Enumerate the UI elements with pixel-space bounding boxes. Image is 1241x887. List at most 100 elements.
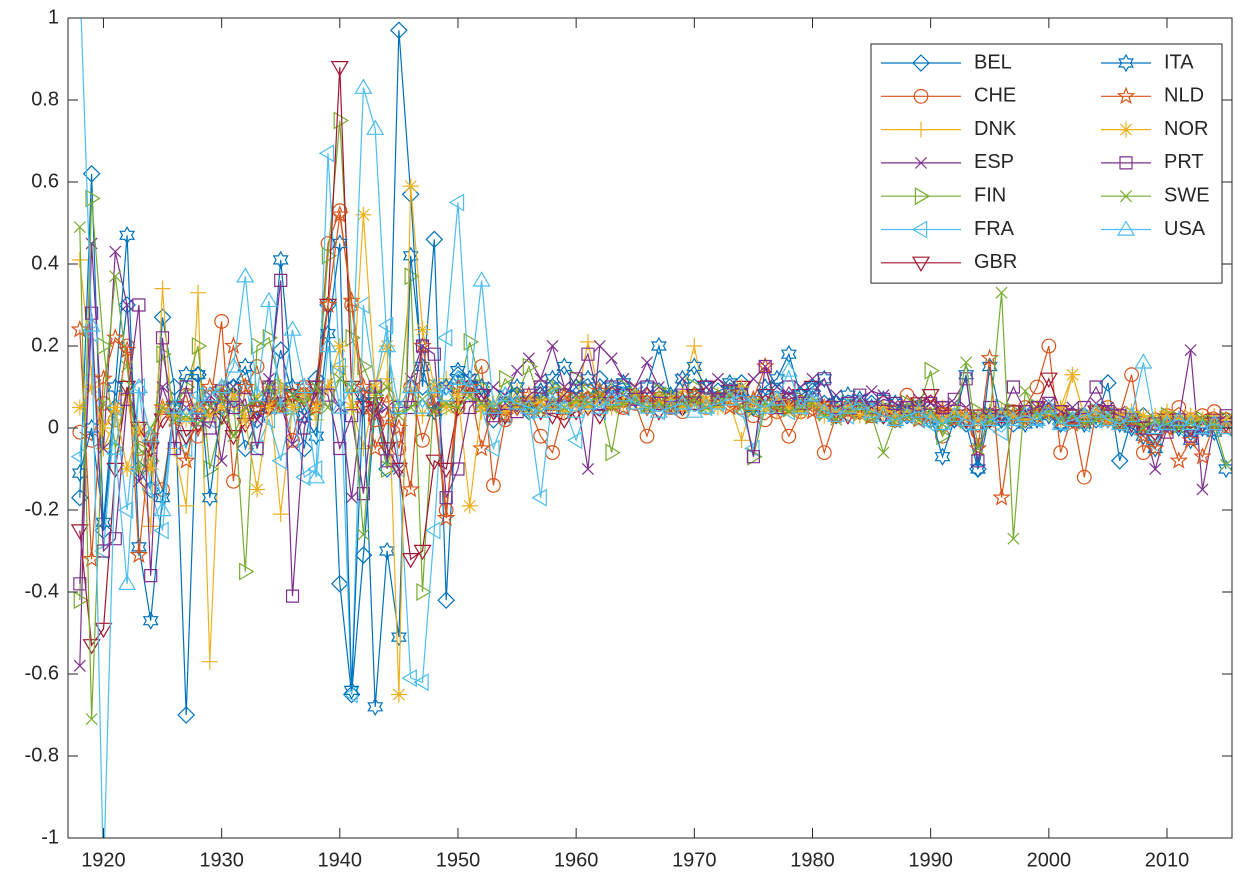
- x-tick-label: 1970: [672, 849, 717, 871]
- marker: [165, 398, 181, 417]
- marker: [556, 357, 573, 376]
- marker: [226, 400, 241, 415]
- marker: [357, 357, 373, 376]
- marker: [381, 401, 394, 414]
- legend-marker: [914, 156, 928, 169]
- marker: [343, 399, 360, 416]
- marker: [969, 459, 986, 479]
- legend-label: ITA: [1164, 51, 1194, 73]
- marker: [1218, 459, 1232, 479]
- marker: [142, 518, 159, 535]
- marker: [909, 397, 928, 413]
- marker: [709, 399, 726, 416]
- marker: [957, 410, 976, 426]
- marker: [355, 206, 372, 223]
- marker: [555, 398, 574, 414]
- marker: [487, 380, 500, 394]
- marker: [566, 431, 583, 450]
- marker: [82, 639, 101, 655]
- marker: [1110, 451, 1129, 470]
- marker: [815, 402, 834, 418]
- marker: [191, 336, 208, 356]
- marker: [365, 438, 385, 457]
- marker: [201, 653, 218, 670]
- marker: [534, 380, 548, 394]
- marker: [109, 245, 122, 258]
- x-tick-label: 1950: [436, 849, 481, 871]
- marker: [262, 380, 275, 394]
- marker: [650, 336, 667, 356]
- marker: [781, 428, 797, 444]
- marker: [1054, 413, 1067, 426]
- marker: [437, 591, 456, 610]
- marker: [321, 401, 335, 414]
- marker: [73, 577, 87, 591]
- marker: [767, 390, 787, 406]
- marker: [1030, 409, 1044, 422]
- marker: [934, 447, 951, 466]
- marker: [1135, 426, 1152, 446]
- marker: [960, 356, 973, 369]
- marker: [921, 410, 940, 426]
- marker: [333, 441, 347, 456]
- marker: [284, 399, 301, 416]
- marker: [200, 377, 220, 395]
- marker: [1098, 410, 1117, 426]
- marker: [107, 377, 124, 397]
- marker: [1125, 413, 1138, 426]
- marker: [688, 393, 701, 406]
- marker: [333, 111, 349, 130]
- marker: [201, 407, 218, 424]
- marker: [1075, 406, 1094, 422]
- marker: [250, 441, 264, 456]
- marker: [379, 370, 396, 387]
- marker: [71, 399, 88, 416]
- marker: [330, 205, 350, 223]
- marker: [1039, 372, 1058, 388]
- legend-marker: [911, 256, 931, 272]
- marker: [318, 144, 335, 163]
- marker: [176, 439, 193, 458]
- marker: [827, 406, 846, 422]
- marker: [272, 379, 289, 395]
- marker: [1027, 410, 1047, 426]
- marker: [686, 338, 703, 354]
- marker: [1184, 429, 1198, 443]
- marker: [402, 178, 419, 195]
- marker: [922, 407, 939, 424]
- x-tick-label: 1980: [790, 849, 835, 871]
- marker: [320, 324, 336, 343]
- marker: [439, 491, 453, 505]
- marker: [178, 497, 195, 514]
- marker: [463, 389, 476, 402]
- marker: [782, 380, 796, 394]
- axes: -1 -0.8 -0.6 -0.4 -0.2 0 0.2 0.4 0.6 0.8 1 1920 1930…: [25, 6, 1233, 871]
- marker: [224, 430, 243, 446]
- marker: [236, 267, 255, 283]
- x-tick-label: 1990: [908, 849, 953, 871]
- legend-marker: [1118, 53, 1134, 73]
- marker: [732, 386, 751, 402]
- marker: [992, 487, 1011, 506]
- series-line: [79, 227, 1227, 720]
- marker: [260, 399, 277, 416]
- marker: [1053, 445, 1069, 460]
- marker: [522, 357, 539, 376]
- marker: [769, 369, 786, 388]
- marker: [142, 461, 159, 477]
- marker: [733, 432, 750, 449]
- marker: [924, 361, 940, 380]
- marker: [215, 454, 228, 467]
- marker: [1182, 431, 1199, 450]
- marker: [428, 405, 441, 418]
- marker: [108, 532, 122, 546]
- marker: [1007, 532, 1020, 545]
- marker: [448, 369, 468, 385]
- marker: [356, 487, 371, 501]
- marker: [73, 659, 86, 672]
- marker: [685, 402, 704, 418]
- marker: [380, 454, 394, 468]
- marker: [1220, 458, 1232, 471]
- marker: [995, 286, 1008, 299]
- marker: [1184, 344, 1197, 357]
